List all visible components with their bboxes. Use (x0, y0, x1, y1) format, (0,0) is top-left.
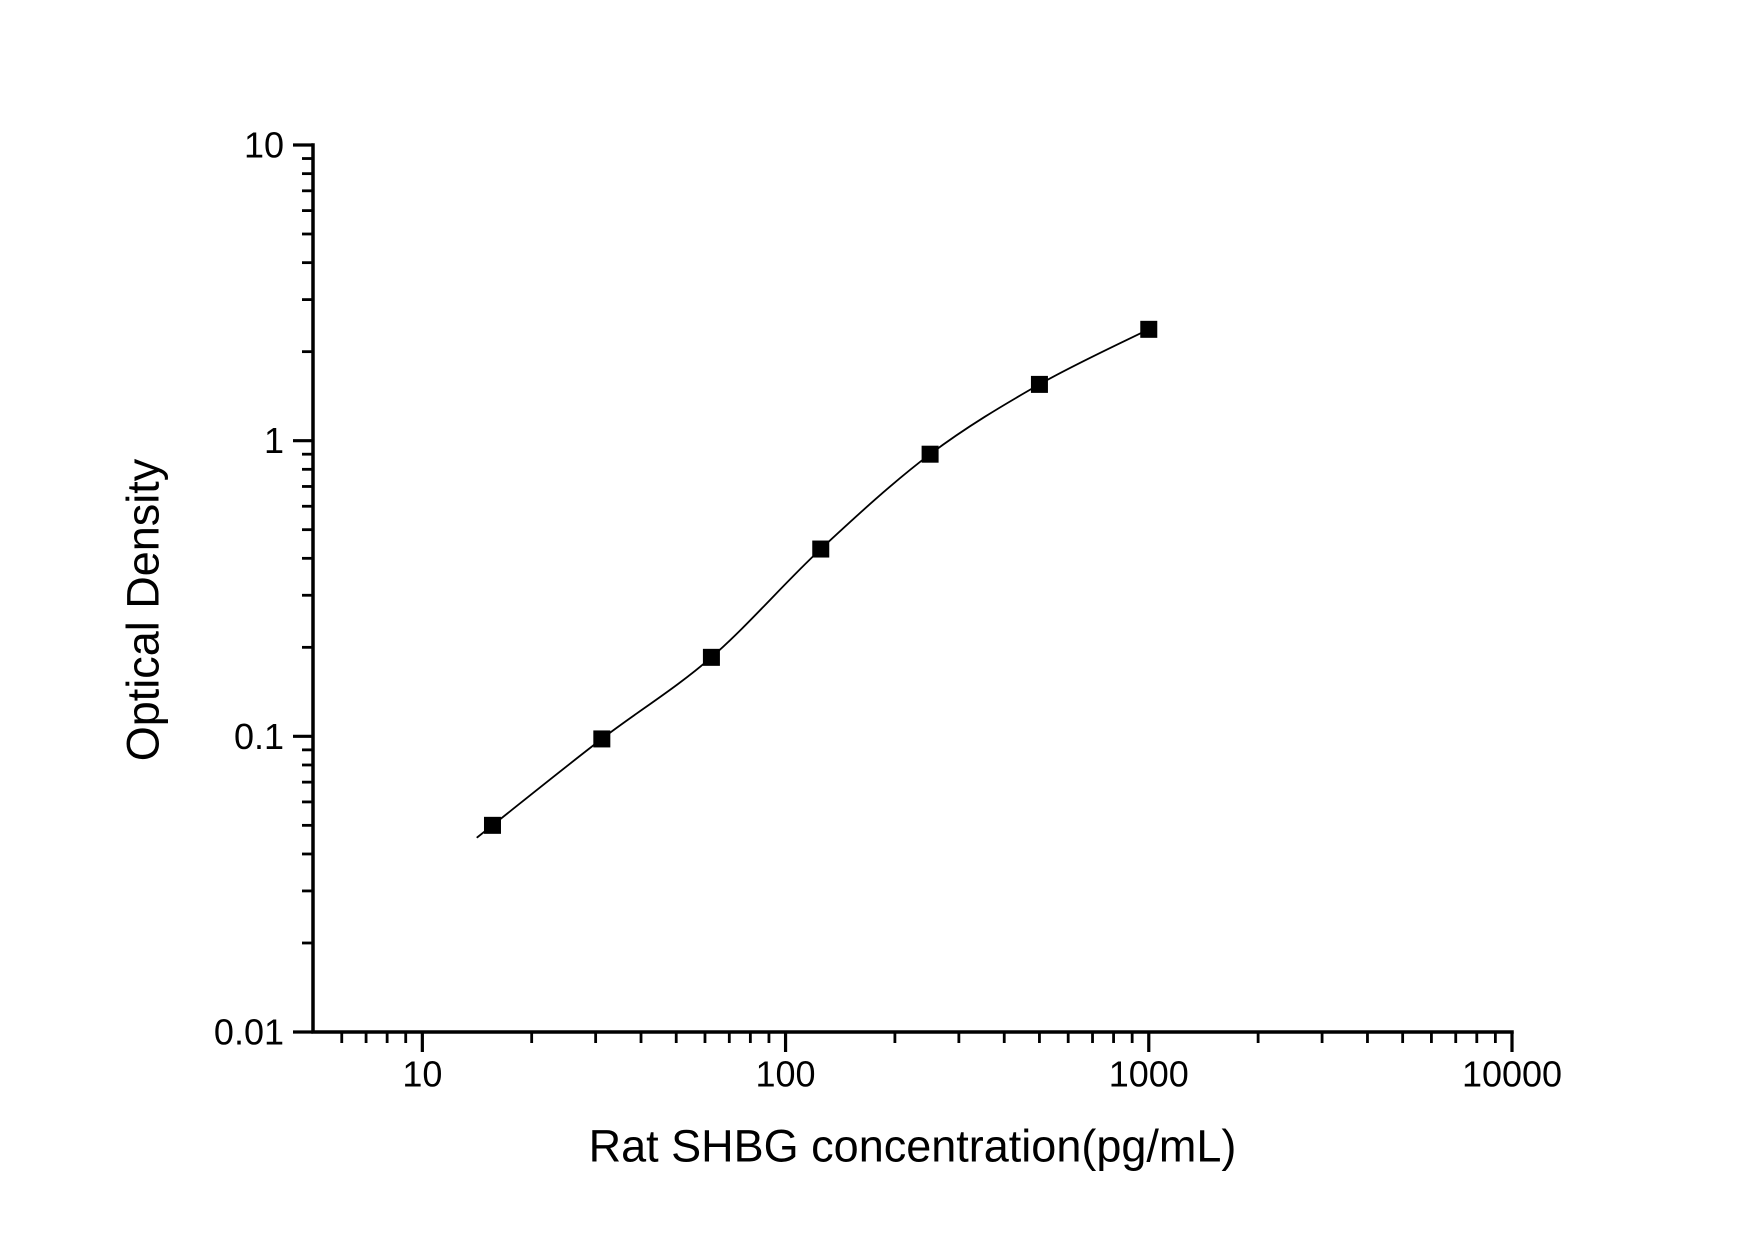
x-tick-label: 10 (402, 1053, 442, 1094)
x-tick-label: 1000 (1109, 1053, 1189, 1094)
data-point-marker (702, 648, 720, 666)
x-axis-title: Rat SHBG concentration(pg/mL) (589, 1121, 1237, 1172)
y-axis-title: Optical Density (118, 458, 169, 761)
y-tick-label: 10 (244, 125, 284, 166)
y-tick-label: 1 (264, 420, 284, 461)
x-tick-label: 10000 (1462, 1053, 1562, 1094)
data-point-marker (1030, 375, 1048, 393)
data-point-marker (812, 540, 830, 558)
y-tick-label: 0.1 (234, 716, 284, 757)
fit-curve (476, 328, 1150, 839)
data-point-marker (593, 730, 611, 748)
data-point-marker (1140, 320, 1158, 338)
data-point-marker (483, 816, 501, 834)
y-tick-label: 0.01 (214, 1012, 284, 1053)
data-point-marker (921, 445, 939, 463)
axes-frame (311, 143, 1514, 1034)
x-tick-label: 100 (756, 1053, 816, 1094)
